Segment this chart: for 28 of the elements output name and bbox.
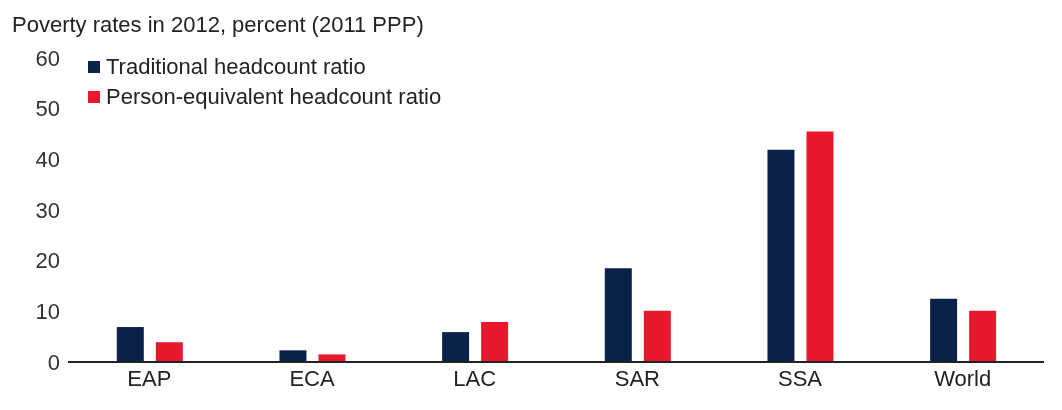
- x-tick-label: LAC: [453, 365, 497, 391]
- bar: [481, 321, 509, 362]
- bar: [604, 268, 632, 362]
- x-tick-label: SAR: [614, 365, 660, 391]
- legend-label: Traditional headcount ratio: [106, 53, 366, 81]
- bar: [442, 332, 470, 362]
- legend-label: Person-equivalent headcount ratio: [106, 83, 442, 111]
- bar: [806, 131, 834, 362]
- y-tick-label: 30: [35, 197, 60, 223]
- y-tick-label: 60: [35, 45, 60, 71]
- y-tick-label: 20: [35, 248, 60, 274]
- bar: [767, 149, 795, 362]
- bar: [969, 310, 997, 362]
- y-tick-label: 0: [47, 349, 60, 375]
- x-tick-label: SSA: [777, 365, 823, 391]
- x-tick-label: ECA: [289, 365, 335, 391]
- y-tick-label: 40: [35, 147, 60, 173]
- bar: [643, 310, 671, 362]
- chart-title: Poverty rates in 2012, percent (2011 PPP): [12, 12, 424, 37]
- bar: [155, 342, 183, 362]
- bar: [930, 298, 958, 362]
- bar: [318, 354, 346, 362]
- x-tick-label: World: [934, 365, 992, 391]
- x-tick-label: EAP: [127, 365, 172, 391]
- y-tick-label: 10: [35, 299, 60, 325]
- bar: [279, 350, 307, 362]
- y-tick-label: 50: [35, 96, 60, 122]
- bar: [116, 327, 144, 362]
